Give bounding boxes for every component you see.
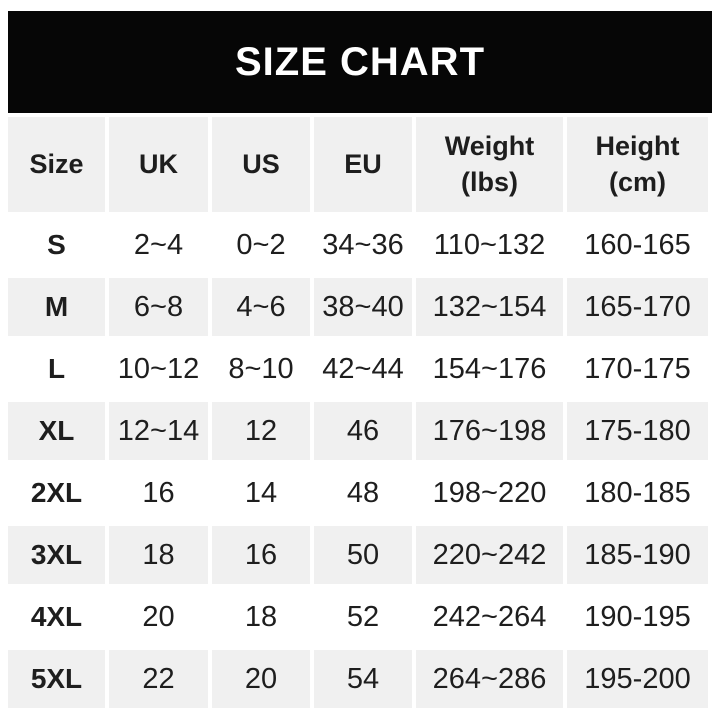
banner-title: SIZE CHART xyxy=(235,40,485,84)
size-chart-banner: SIZE CHART xyxy=(8,11,712,113)
cell-height: 160-165 xyxy=(567,216,708,274)
cell-uk: 20 xyxy=(109,588,208,646)
cell-us: 14 xyxy=(212,464,310,522)
cell-uk: 22 xyxy=(109,650,208,708)
cell-us: 16 xyxy=(212,526,310,584)
cell-weight: 176~198 xyxy=(416,402,563,460)
size-chart-table: Size UK US EU Weight (lbs) Height (cm) S… xyxy=(4,113,712,712)
col-header-uk: UK xyxy=(109,117,208,212)
cell-size: M xyxy=(8,278,105,336)
table-row-4xl: 4XL 20 18 52 242~264 190-195 xyxy=(8,588,708,646)
cell-eu: 42~44 xyxy=(314,340,412,398)
cell-height: 195-200 xyxy=(567,650,708,708)
cell-us: 20 xyxy=(212,650,310,708)
cell-weight: 264~286 xyxy=(416,650,563,708)
col-header-height: Height (cm) xyxy=(567,117,708,212)
cell-weight: 198~220 xyxy=(416,464,563,522)
table-row-3xl: 3XL 18 16 50 220~242 185-190 xyxy=(8,526,708,584)
cell-size: S xyxy=(8,216,105,274)
col-header-size: Size xyxy=(8,117,105,212)
cell-us: 0~2 xyxy=(212,216,310,274)
cell-eu: 52 xyxy=(314,588,412,646)
cell-eu: 54 xyxy=(314,650,412,708)
table-row-s: S 2~4 0~2 34~36 110~132 160-165 xyxy=(8,216,708,274)
cell-uk: 6~8 xyxy=(109,278,208,336)
cell-us: 18 xyxy=(212,588,310,646)
col-header-us: US xyxy=(212,117,310,212)
cell-size: 5XL xyxy=(8,650,105,708)
table-row-2xl: 2XL 16 14 48 198~220 180-185 xyxy=(8,464,708,522)
cell-us: 12 xyxy=(212,402,310,460)
cell-height: 190-195 xyxy=(567,588,708,646)
cell-size: L xyxy=(8,340,105,398)
table-row-l: L 10~12 8~10 42~44 154~176 170-175 xyxy=(8,340,708,398)
cell-weight: 154~176 xyxy=(416,340,563,398)
cell-uk: 10~12 xyxy=(109,340,208,398)
cell-height: 165-170 xyxy=(567,278,708,336)
cell-height: 170-175 xyxy=(567,340,708,398)
cell-weight: 110~132 xyxy=(416,216,563,274)
cell-size: 4XL xyxy=(8,588,105,646)
cell-weight: 220~242 xyxy=(416,526,563,584)
cell-us: 4~6 xyxy=(212,278,310,336)
table-row-xl: XL 12~14 12 46 176~198 175-180 xyxy=(8,402,708,460)
cell-us: 8~10 xyxy=(212,340,310,398)
cell-weight: 242~264 xyxy=(416,588,563,646)
cell-height: 180-185 xyxy=(567,464,708,522)
table-row-m: M 6~8 4~6 38~40 132~154 165-170 xyxy=(8,278,708,336)
cell-eu: 48 xyxy=(314,464,412,522)
cell-size: 3XL xyxy=(8,526,105,584)
cell-weight: 132~154 xyxy=(416,278,563,336)
cell-eu: 34~36 xyxy=(314,216,412,274)
cell-height: 185-190 xyxy=(567,526,708,584)
cell-size: XL xyxy=(8,402,105,460)
cell-size: 2XL xyxy=(8,464,105,522)
cell-eu: 46 xyxy=(314,402,412,460)
cell-uk: 12~14 xyxy=(109,402,208,460)
cell-eu: 50 xyxy=(314,526,412,584)
table-row-5xl: 5XL 22 20 54 264~286 195-200 xyxy=(8,650,708,708)
header-row: Size UK US EU Weight (lbs) Height (cm) xyxy=(8,117,708,212)
col-header-weight: Weight (lbs) xyxy=(416,117,563,212)
cell-height: 175-180 xyxy=(567,402,708,460)
col-header-eu: EU xyxy=(314,117,412,212)
cell-uk: 18 xyxy=(109,526,208,584)
cell-uk: 2~4 xyxy=(109,216,208,274)
cell-uk: 16 xyxy=(109,464,208,522)
cell-eu: 38~40 xyxy=(314,278,412,336)
